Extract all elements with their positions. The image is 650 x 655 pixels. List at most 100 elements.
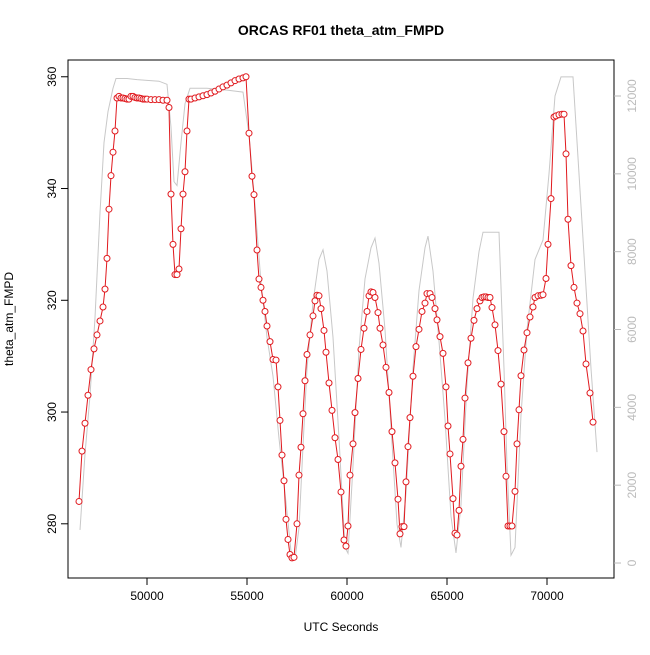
data-point [351, 409, 359, 417]
data-point [404, 443, 412, 451]
y2-tick-label: 12000 [625, 79, 639, 113]
data-point [282, 515, 290, 523]
data-point [453, 531, 461, 539]
data-point [511, 487, 519, 495]
data-point [406, 414, 414, 422]
data-point [461, 394, 469, 402]
data-point [261, 307, 269, 315]
data-point [306, 331, 314, 339]
data-point [272, 356, 280, 364]
data-point [402, 478, 410, 486]
data-point [382, 363, 390, 371]
series-line [79, 76, 598, 561]
data-point [360, 324, 368, 332]
data-point [391, 459, 399, 467]
data-point [497, 380, 505, 388]
data-point [486, 293, 494, 301]
data-point [107, 172, 115, 180]
data-point [457, 462, 465, 470]
data-point [562, 150, 570, 158]
data-point [334, 456, 342, 464]
data-point [436, 333, 444, 341]
data-point [544, 240, 552, 248]
plot-frame [67, 59, 615, 579]
y-tick-label: 340 [45, 178, 59, 198]
data-point [253, 246, 261, 254]
data-point [328, 406, 336, 414]
data-point [103, 254, 111, 262]
data-point [109, 148, 117, 156]
data-point [163, 96, 171, 104]
y2-tick-label: 10000 [625, 157, 639, 191]
data-point [396, 530, 404, 538]
data-point [242, 73, 250, 81]
data-point [101, 285, 109, 293]
data-point [464, 359, 472, 367]
data-point [428, 293, 436, 301]
chart-title: ORCAS RF01 theta_atm_FMPD [238, 22, 444, 38]
data-point [274, 383, 282, 391]
data-point [442, 383, 450, 391]
data-point [87, 366, 95, 374]
data-point [284, 535, 292, 543]
data-point [337, 488, 345, 496]
data-point [342, 542, 350, 550]
data-point [181, 168, 189, 176]
data-point [177, 225, 185, 233]
data-point [278, 451, 286, 459]
data-point [295, 471, 303, 479]
data-point [494, 347, 502, 355]
data-point [379, 341, 387, 349]
data-point [349, 440, 357, 448]
data-point [542, 274, 550, 282]
data-point [515, 406, 523, 414]
data-point [259, 296, 267, 304]
data-point [257, 283, 265, 291]
data-point [301, 377, 309, 385]
data-point [167, 190, 175, 198]
data-point [431, 305, 439, 313]
data-point [183, 127, 191, 135]
y-tick-label: 280 [45, 513, 59, 533]
data-point [517, 372, 525, 380]
y-axis-label: theta_atm_FMPD [2, 272, 16, 366]
data-point [309, 312, 317, 320]
data-point [248, 172, 256, 180]
data-point [467, 334, 475, 342]
data-point [320, 326, 328, 334]
data-point [374, 309, 382, 317]
data-point [579, 327, 587, 335]
data-point [502, 472, 510, 480]
data-point [539, 291, 547, 299]
x-tick-label: 55000 [230, 589, 264, 603]
data-point [586, 389, 594, 397]
data-point [473, 305, 481, 313]
data-point [500, 428, 508, 436]
x-tick-label: 65000 [430, 589, 464, 603]
x-tick-label: 70000 [530, 589, 564, 603]
y-tick-label: 320 [45, 290, 59, 310]
x-tick-label: 50000 [130, 589, 164, 603]
data-point [263, 322, 271, 330]
data-point [529, 303, 537, 311]
x-axis-label: UTC Seconds [304, 620, 379, 634]
y-tick-label: 360 [45, 66, 59, 86]
data-point [90, 345, 98, 353]
data-point [99, 303, 107, 311]
data-point [560, 110, 568, 118]
data-point [421, 299, 429, 307]
data-point [303, 350, 311, 358]
data-point [357, 345, 365, 353]
data-point [297, 443, 305, 451]
y2-tick-label: 8000 [625, 238, 639, 265]
data-point [315, 292, 323, 300]
data-point [449, 495, 457, 503]
data-point [96, 317, 104, 325]
data-point [93, 331, 101, 339]
data-point [520, 346, 528, 354]
y2-tick-label: 6000 [625, 316, 639, 343]
data-point [388, 428, 396, 436]
data-point [459, 435, 467, 443]
data-point [415, 325, 423, 333]
data-point [331, 434, 339, 442]
